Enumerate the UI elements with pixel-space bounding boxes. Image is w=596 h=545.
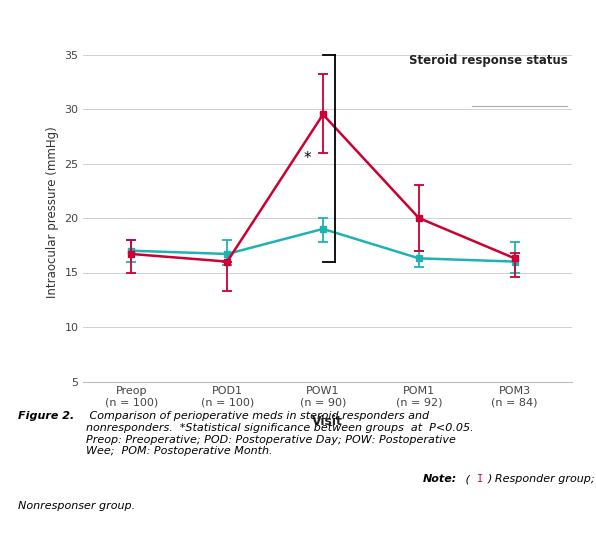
Text: Figure 2.: Figure 2. — [18, 411, 74, 421]
Text: ) Responder group;  (: ) Responder group; ( — [488, 474, 596, 484]
Text: Note:: Note: — [423, 474, 457, 484]
Text: Comparison of perioperative meds in steroid responders and
nonresponders.  *Stat: Comparison of perioperative meds in ster… — [86, 411, 474, 456]
Y-axis label: Intraocular pressure (mmHg): Intraocular pressure (mmHg) — [46, 126, 59, 299]
Text: I: I — [477, 474, 483, 484]
Text: (: ( — [462, 474, 470, 484]
Text: *: * — [304, 150, 312, 166]
Text: Nonresponser group.: Nonresponser group. — [18, 501, 135, 511]
X-axis label: Visit: Visit — [312, 415, 343, 428]
Text: Steroid response status: Steroid response status — [408, 54, 567, 66]
